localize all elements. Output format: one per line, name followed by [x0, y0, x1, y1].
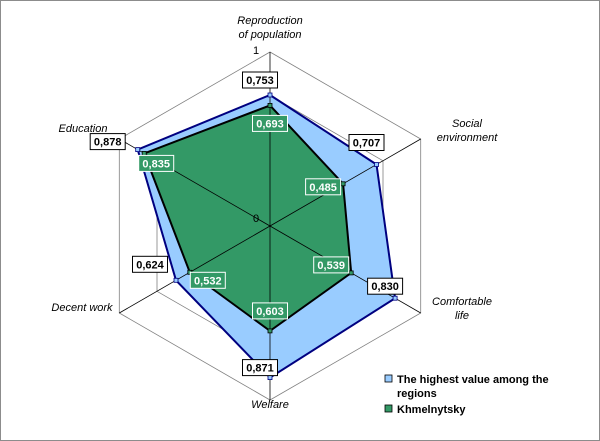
data-label-s1-3: 0,830 — [371, 281, 399, 293]
data-label-s1-4: 0,871 — [246, 363, 274, 375]
axis-label-1-line-2: of population — [239, 29, 302, 41]
data-label-box-s1-3 — [367, 277, 404, 295]
data-label-box-s2-2 — [305, 178, 342, 196]
legend-label-1-line-2: regions — [397, 388, 437, 400]
data-label-box-s2-5 — [189, 271, 226, 289]
data-label-box-s2-4 — [252, 302, 288, 320]
data-point-s2-4 — [267, 328, 273, 334]
data-label-box-s1-5 — [132, 255, 168, 273]
legend-swatch-2 — [384, 404, 393, 413]
axis-label-2-line-1: Social — [452, 118, 483, 130]
data-label-s2-5: 0,532 — [194, 275, 222, 287]
data-point-s2-3 — [348, 270, 354, 276]
data-label-s2-3: 0,539 — [317, 260, 345, 272]
data-label-s2-2: 0,485 — [309, 182, 337, 194]
data-label-box-s2-3 — [313, 256, 350, 274]
data-label-s1-2: 0,707 — [353, 138, 381, 150]
axis-label-3-line-2: life — [455, 310, 469, 322]
axis-label-6: Education — [59, 123, 108, 135]
data-label-s2-4: 0,603 — [256, 306, 284, 318]
axis-label-5: Decent work — [51, 302, 113, 314]
data-point-s1-5 — [173, 277, 179, 283]
data-point-s2-2 — [340, 181, 346, 187]
data-point-s1-4 — [267, 375, 273, 381]
legend-label-2: Khmelnytsky — [397, 404, 466, 416]
data-label-box-s1-4 — [242, 359, 278, 377]
data-label-s1-6: 0,878 — [94, 137, 122, 149]
data-label-box-s1-2 — [348, 134, 385, 151]
legend-label-1-line-1: The highest value among the — [397, 374, 549, 386]
data-point-s1-2 — [374, 162, 379, 167]
data-point-s1-1 — [267, 92, 273, 98]
data-label-s1-1: 0,753 — [246, 75, 274, 87]
data-point-s1-6 — [135, 147, 141, 153]
axis-label-2-line-2: environment — [437, 132, 498, 144]
axis-label-3-line-1: Comfortable — [432, 296, 492, 308]
data-label-box-s2-6 — [138, 154, 175, 172]
data-label-s2-1: 0,693 — [256, 118, 284, 130]
tick-label-min: 0 — [253, 213, 259, 225]
data-point-s2-1 — [267, 103, 273, 108]
axis-spoke-5 — [119, 225, 271, 314]
axis-label-4: Welfare — [251, 399, 289, 411]
data-label-s2-6: 0,835 — [142, 158, 170, 170]
data-label-s1-5: 0,624 — [136, 259, 164, 271]
axis-label-1-line-1: Reproduction — [237, 15, 302, 27]
tick-label-max: 1 — [253, 45, 259, 57]
legend-swatch-1 — [384, 374, 393, 383]
data-label-box-s1-6 — [89, 133, 126, 151]
data-label-box-s1-1 — [242, 71, 278, 89]
data-label-box-s2-1 — [252, 114, 288, 132]
data-point-s1-3 — [392, 295, 398, 301]
data-point-s2-6 — [141, 150, 147, 156]
